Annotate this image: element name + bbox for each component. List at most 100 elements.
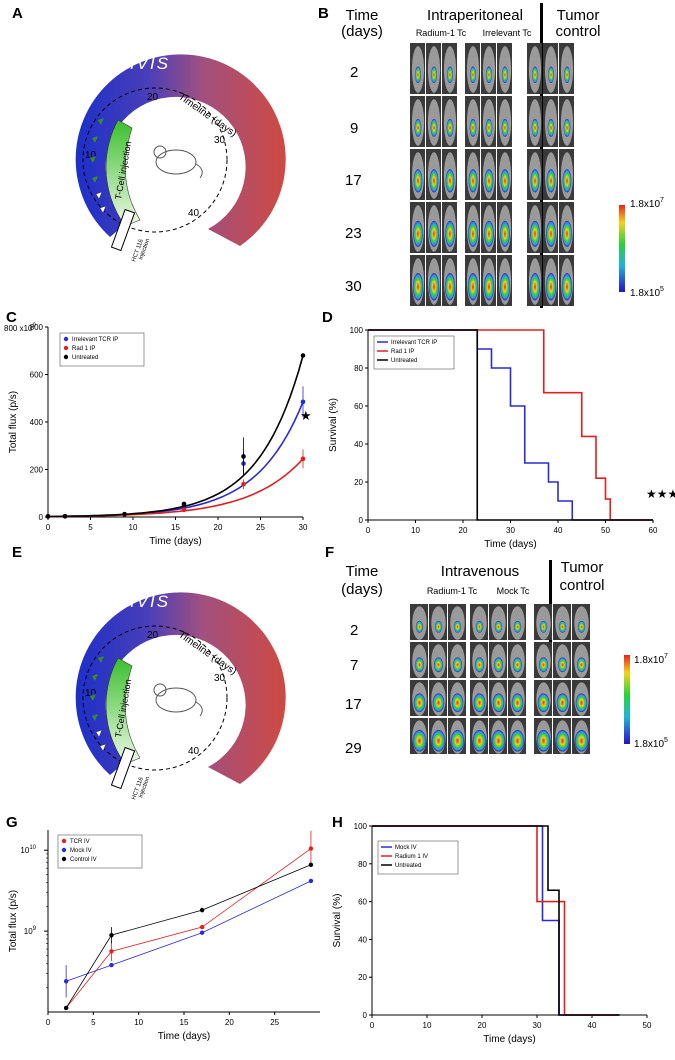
y-axis-title: Survival (%) — [328, 398, 339, 452]
data-point — [199, 930, 205, 935]
y-tick-label: 0 — [39, 513, 44, 522]
signal-blob — [562, 220, 572, 247]
signal-blob — [484, 220, 494, 247]
y-axis-title: Total flux (p/s) — [8, 391, 19, 453]
signal-blob — [429, 169, 439, 193]
x-tick-label: 40 — [588, 1021, 597, 1030]
time-label: Time — [346, 7, 379, 24]
x-tick-label: 30 — [299, 523, 308, 532]
legend-label: Mock IV — [395, 845, 417, 851]
timeline-tick-30: 30 — [214, 673, 226, 684]
chart-d: 0 10 20 30 40 50 60 Time (days) Survival (%) 0 20 4… — [328, 326, 658, 550]
legend-box — [59, 332, 145, 367]
x-tick-label: 20 — [459, 526, 468, 535]
signal-blob — [563, 66, 571, 84]
y-tick-label: 109 — [24, 926, 37, 936]
signal-blob — [474, 657, 485, 673]
signal-blob — [536, 729, 551, 752]
legend-label: Radium 1 IV — [395, 854, 428, 860]
control-label-2: control — [555, 23, 600, 40]
data-point — [181, 501, 187, 507]
time-value: 2 — [350, 622, 358, 639]
signal-blob — [467, 273, 479, 301]
x-tick-label: 15 — [171, 523, 180, 532]
data-point — [181, 507, 187, 513]
scale-min: 1.8x105 — [634, 737, 668, 750]
x-tick-label: 0 — [46, 1018, 51, 1027]
signal-blob — [483, 273, 495, 301]
timeline-diagram-e: IVIS 10 20 30 40 Timeline (days) T-Cell … — [75, 592, 286, 801]
signal-blob — [513, 620, 522, 633]
legend-box — [377, 840, 459, 875]
signal-blob — [500, 169, 510, 193]
signal-blob — [491, 729, 506, 752]
data-point — [241, 454, 246, 459]
time-value: 23 — [345, 225, 362, 242]
signal-blob — [428, 273, 440, 301]
signal-blob — [444, 273, 456, 301]
signal-blob — [445, 169, 455, 193]
y-axis-title: Survival (%) — [332, 894, 343, 948]
signal-blob — [432, 693, 445, 713]
signal-blob — [499, 273, 511, 301]
signal-blob — [484, 169, 494, 193]
x-axis-title: Time (days) — [158, 1031, 210, 1042]
signal-blob — [469, 66, 477, 84]
signal-blob — [414, 66, 422, 84]
x-tick-label: 25 — [256, 523, 265, 532]
signal-blob — [501, 118, 509, 137]
signal-blob — [451, 693, 464, 713]
signal-blob — [429, 220, 439, 247]
timeline-tick-40: 40 — [188, 746, 200, 757]
x-tick-label: 10 — [411, 526, 420, 535]
x-tick-label: 15 — [180, 1018, 189, 1027]
mouse-image-grid — [410, 604, 590, 754]
signal-blob — [556, 693, 569, 713]
data-point — [63, 1005, 69, 1011]
series-line — [65, 864, 312, 1009]
signal-blob — [433, 657, 444, 673]
x-tick-label: 10 — [423, 1021, 432, 1030]
signal-blob — [430, 118, 438, 137]
signal-blob — [538, 657, 549, 673]
group2-label: Mock Tc — [497, 586, 530, 596]
x-tick-label: 10 — [129, 523, 138, 532]
chart-h: 0 10 20 30 40 50 Time (days) Survival (%) 0 20 40 6… — [332, 822, 652, 1045]
hct-box — [110, 208, 136, 252]
signal-blob — [546, 220, 556, 247]
time-value: 2 — [350, 64, 358, 81]
significance-stars-d: ★★★ — [646, 487, 675, 501]
legend-swatch — [63, 336, 69, 342]
panel-letter-d: D — [322, 309, 333, 326]
signal-blob — [531, 118, 539, 137]
panel-letter-f: F — [325, 544, 334, 561]
y-tick-label: 80 — [358, 860, 367, 869]
x-axis-title: Time (days) — [149, 536, 201, 547]
timeline-tick-20: 20 — [147, 630, 159, 641]
injection-markers — [90, 118, 107, 214]
significance-star-c: ★ — [300, 408, 312, 423]
y-tick-label: 1010 — [20, 845, 36, 855]
signal-blob — [412, 273, 424, 301]
signal-blob — [473, 693, 486, 713]
legend-swatch — [63, 345, 69, 351]
signal-blob — [414, 657, 425, 673]
y-tick-label: 600 — [30, 371, 44, 380]
y-tick-label: 100 — [354, 822, 368, 831]
data-point — [308, 846, 314, 851]
signal-blob — [445, 220, 455, 247]
legend-label: Untreated — [395, 863, 421, 869]
days-label: (days) — [341, 581, 383, 598]
signal-blob — [468, 220, 478, 247]
injection-markers — [90, 656, 107, 752]
signal-blob — [537, 693, 550, 713]
signal-blob — [446, 118, 454, 137]
x-tick-label: 30 — [533, 1021, 542, 1030]
signal-blob — [434, 620, 443, 633]
signal-blob — [468, 169, 478, 193]
x-tick-label: 0 — [46, 523, 51, 532]
x-tick-label: 0 — [370, 1021, 375, 1030]
signal-blob — [475, 620, 484, 633]
imaging-panel-f: Time (days) Intravenous Radium-1 Tc Mock… — [341, 559, 668, 757]
